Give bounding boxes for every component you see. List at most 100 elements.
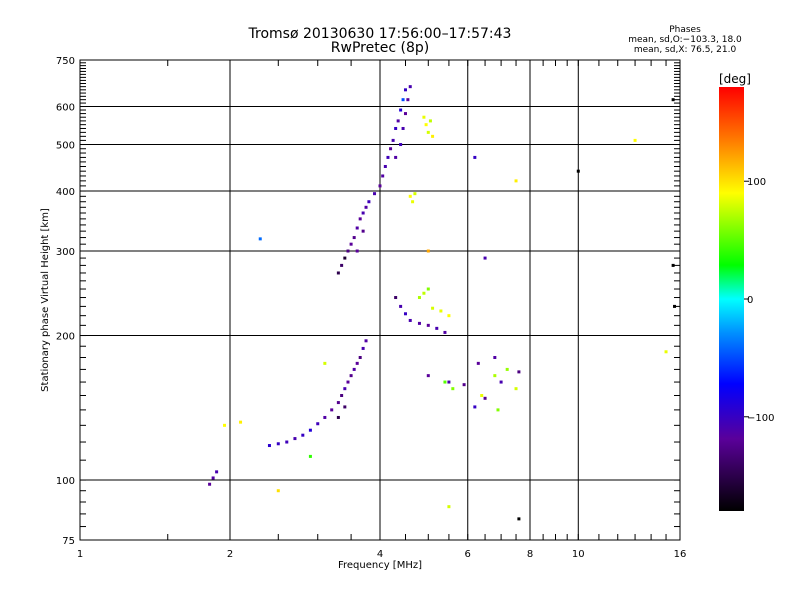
- plot-frame: [79, 59, 681, 541]
- data-point: [364, 205, 368, 209]
- x-tick-label: 4: [377, 549, 383, 560]
- data-point: [346, 249, 350, 253]
- data-point: [403, 112, 407, 116]
- data-point: [403, 88, 407, 92]
- data-point: [428, 119, 432, 123]
- data-point: [336, 415, 340, 419]
- y-tick-label: 75: [62, 536, 75, 547]
- colorbar-tick-label: 0: [747, 295, 753, 306]
- data-point: [480, 394, 484, 398]
- phases-title: Phases: [669, 25, 701, 35]
- data-point: [443, 380, 447, 384]
- chart-title: Tromsø 20130630 17:56:00–17:57:43: [248, 26, 512, 42]
- data-point: [408, 194, 412, 198]
- x-tick-label: 8: [527, 549, 533, 560]
- data-point: [358, 217, 362, 221]
- data-point: [417, 321, 421, 325]
- data-point: [340, 394, 344, 398]
- data-point: [258, 237, 262, 241]
- data-point: [499, 380, 503, 384]
- data-point: [401, 98, 405, 102]
- data-point: [426, 323, 430, 327]
- data-point: [483, 396, 487, 400]
- data-point: [514, 179, 518, 183]
- data-point: [361, 229, 365, 233]
- data-point: [361, 346, 365, 350]
- data-point: [417, 296, 421, 300]
- x-axis-label: Frequency [MHz]: [338, 560, 422, 571]
- data-point: [517, 370, 521, 374]
- data-point: [349, 374, 353, 378]
- data-point: [323, 415, 327, 419]
- x-tick-label: 6: [465, 549, 471, 560]
- data-point: [396, 119, 400, 123]
- data-point: [671, 98, 675, 102]
- data-point: [431, 306, 435, 310]
- data-point: [435, 326, 439, 330]
- data-point: [517, 517, 521, 521]
- data-point: [378, 184, 382, 188]
- data-point: [406, 98, 410, 102]
- data-point: [330, 408, 334, 412]
- data-point: [399, 108, 403, 112]
- data-point: [505, 367, 509, 371]
- data-point: [361, 211, 365, 215]
- colorbar-tick-label: 100: [747, 177, 766, 188]
- data-point: [386, 155, 390, 159]
- data-point: [293, 437, 297, 441]
- y-tick-label: 200: [56, 332, 75, 343]
- data-point: [426, 130, 430, 134]
- data-point: [424, 123, 428, 127]
- data-point: [483, 256, 487, 260]
- data-point: [394, 155, 398, 159]
- data-point: [493, 355, 497, 359]
- data-point: [276, 489, 280, 493]
- data-point: [633, 138, 637, 142]
- x-tick-label: 16: [674, 549, 687, 560]
- data-point: [443, 330, 447, 334]
- data-point: [223, 423, 227, 427]
- data-point: [447, 505, 451, 509]
- tick-labels: 1 2 4 6 8 10 16 75 100 200 300 400 500 600 750: [56, 56, 686, 560]
- data-point: [355, 249, 359, 253]
- y-axis-label: Stationary phase Virtual Height [km]: [40, 208, 51, 392]
- data-point: [352, 236, 356, 240]
- y-tick-label: 500: [56, 141, 75, 152]
- y-tick-label: 750: [56, 56, 75, 67]
- data-point: [451, 387, 455, 391]
- data-point: [343, 387, 347, 391]
- data-point: [383, 164, 387, 168]
- data-point: [476, 361, 480, 365]
- data-point: [408, 85, 412, 89]
- data-point: [276, 442, 280, 446]
- y-tick-label: 300: [56, 247, 75, 258]
- data-point: [426, 287, 430, 291]
- data-point: [323, 361, 327, 365]
- axis-ticks: [79, 59, 681, 540]
- data-point: [215, 470, 219, 474]
- data-point: [316, 422, 320, 426]
- data-point: [308, 454, 312, 458]
- grid-lines: [80, 60, 680, 540]
- data-point: [473, 155, 477, 159]
- data-point: [422, 115, 426, 119]
- y-tick-label: 600: [56, 103, 75, 114]
- data-point: [408, 318, 412, 322]
- colorbar-label: [deg]: [719, 72, 751, 86]
- data-point: [576, 169, 580, 173]
- data-point: [355, 361, 359, 365]
- data-point: [431, 134, 435, 138]
- data-point: [336, 271, 340, 275]
- data-point: [462, 383, 466, 387]
- data-point: [346, 380, 350, 384]
- data-point: [358, 355, 362, 359]
- data-point: [381, 174, 385, 178]
- data-point: [355, 226, 359, 230]
- data-point: [389, 147, 393, 151]
- data-point: [411, 200, 415, 204]
- data-point: [403, 312, 407, 316]
- x-tick-label: 1: [77, 549, 83, 560]
- data-point: [211, 476, 215, 480]
- x-tick-label: 10: [572, 549, 585, 560]
